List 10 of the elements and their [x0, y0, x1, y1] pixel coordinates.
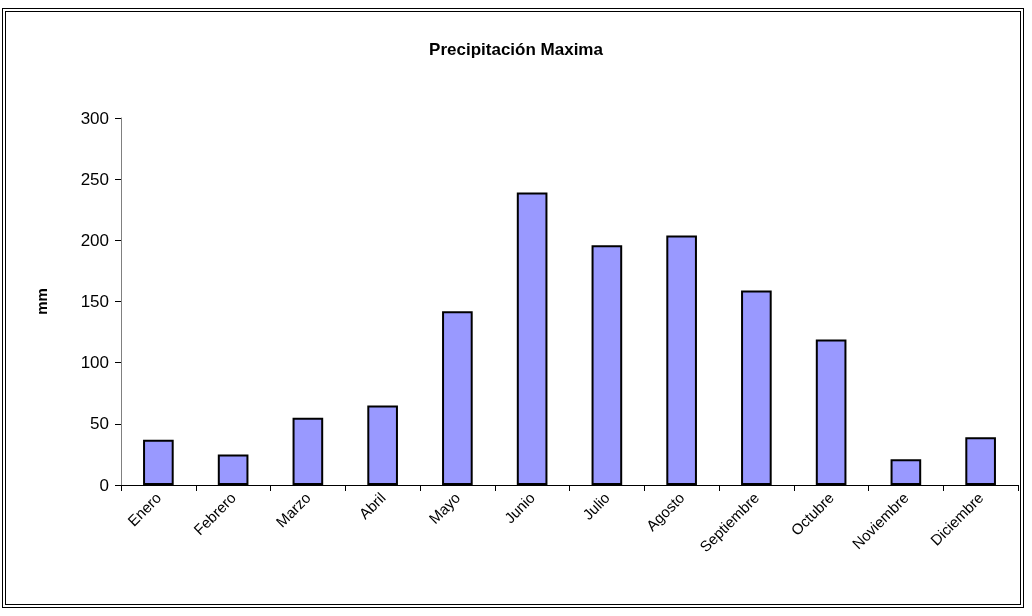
- y-tick-label: 50: [90, 414, 109, 434]
- y-axis-title: mm: [33, 288, 50, 315]
- y-tick-label: 300: [80, 108, 109, 128]
- x-tick-label: Julio: [579, 488, 613, 523]
- y-tick-label: 100: [80, 353, 109, 373]
- y-tick-label: 250: [80, 169, 109, 189]
- y-tick-label: 150: [80, 292, 109, 311]
- y-tick-label: 0: [99, 475, 109, 495]
- y-tick-label: 200: [80, 230, 109, 250]
- chart-title: Precipitación Maxima: [429, 40, 604, 59]
